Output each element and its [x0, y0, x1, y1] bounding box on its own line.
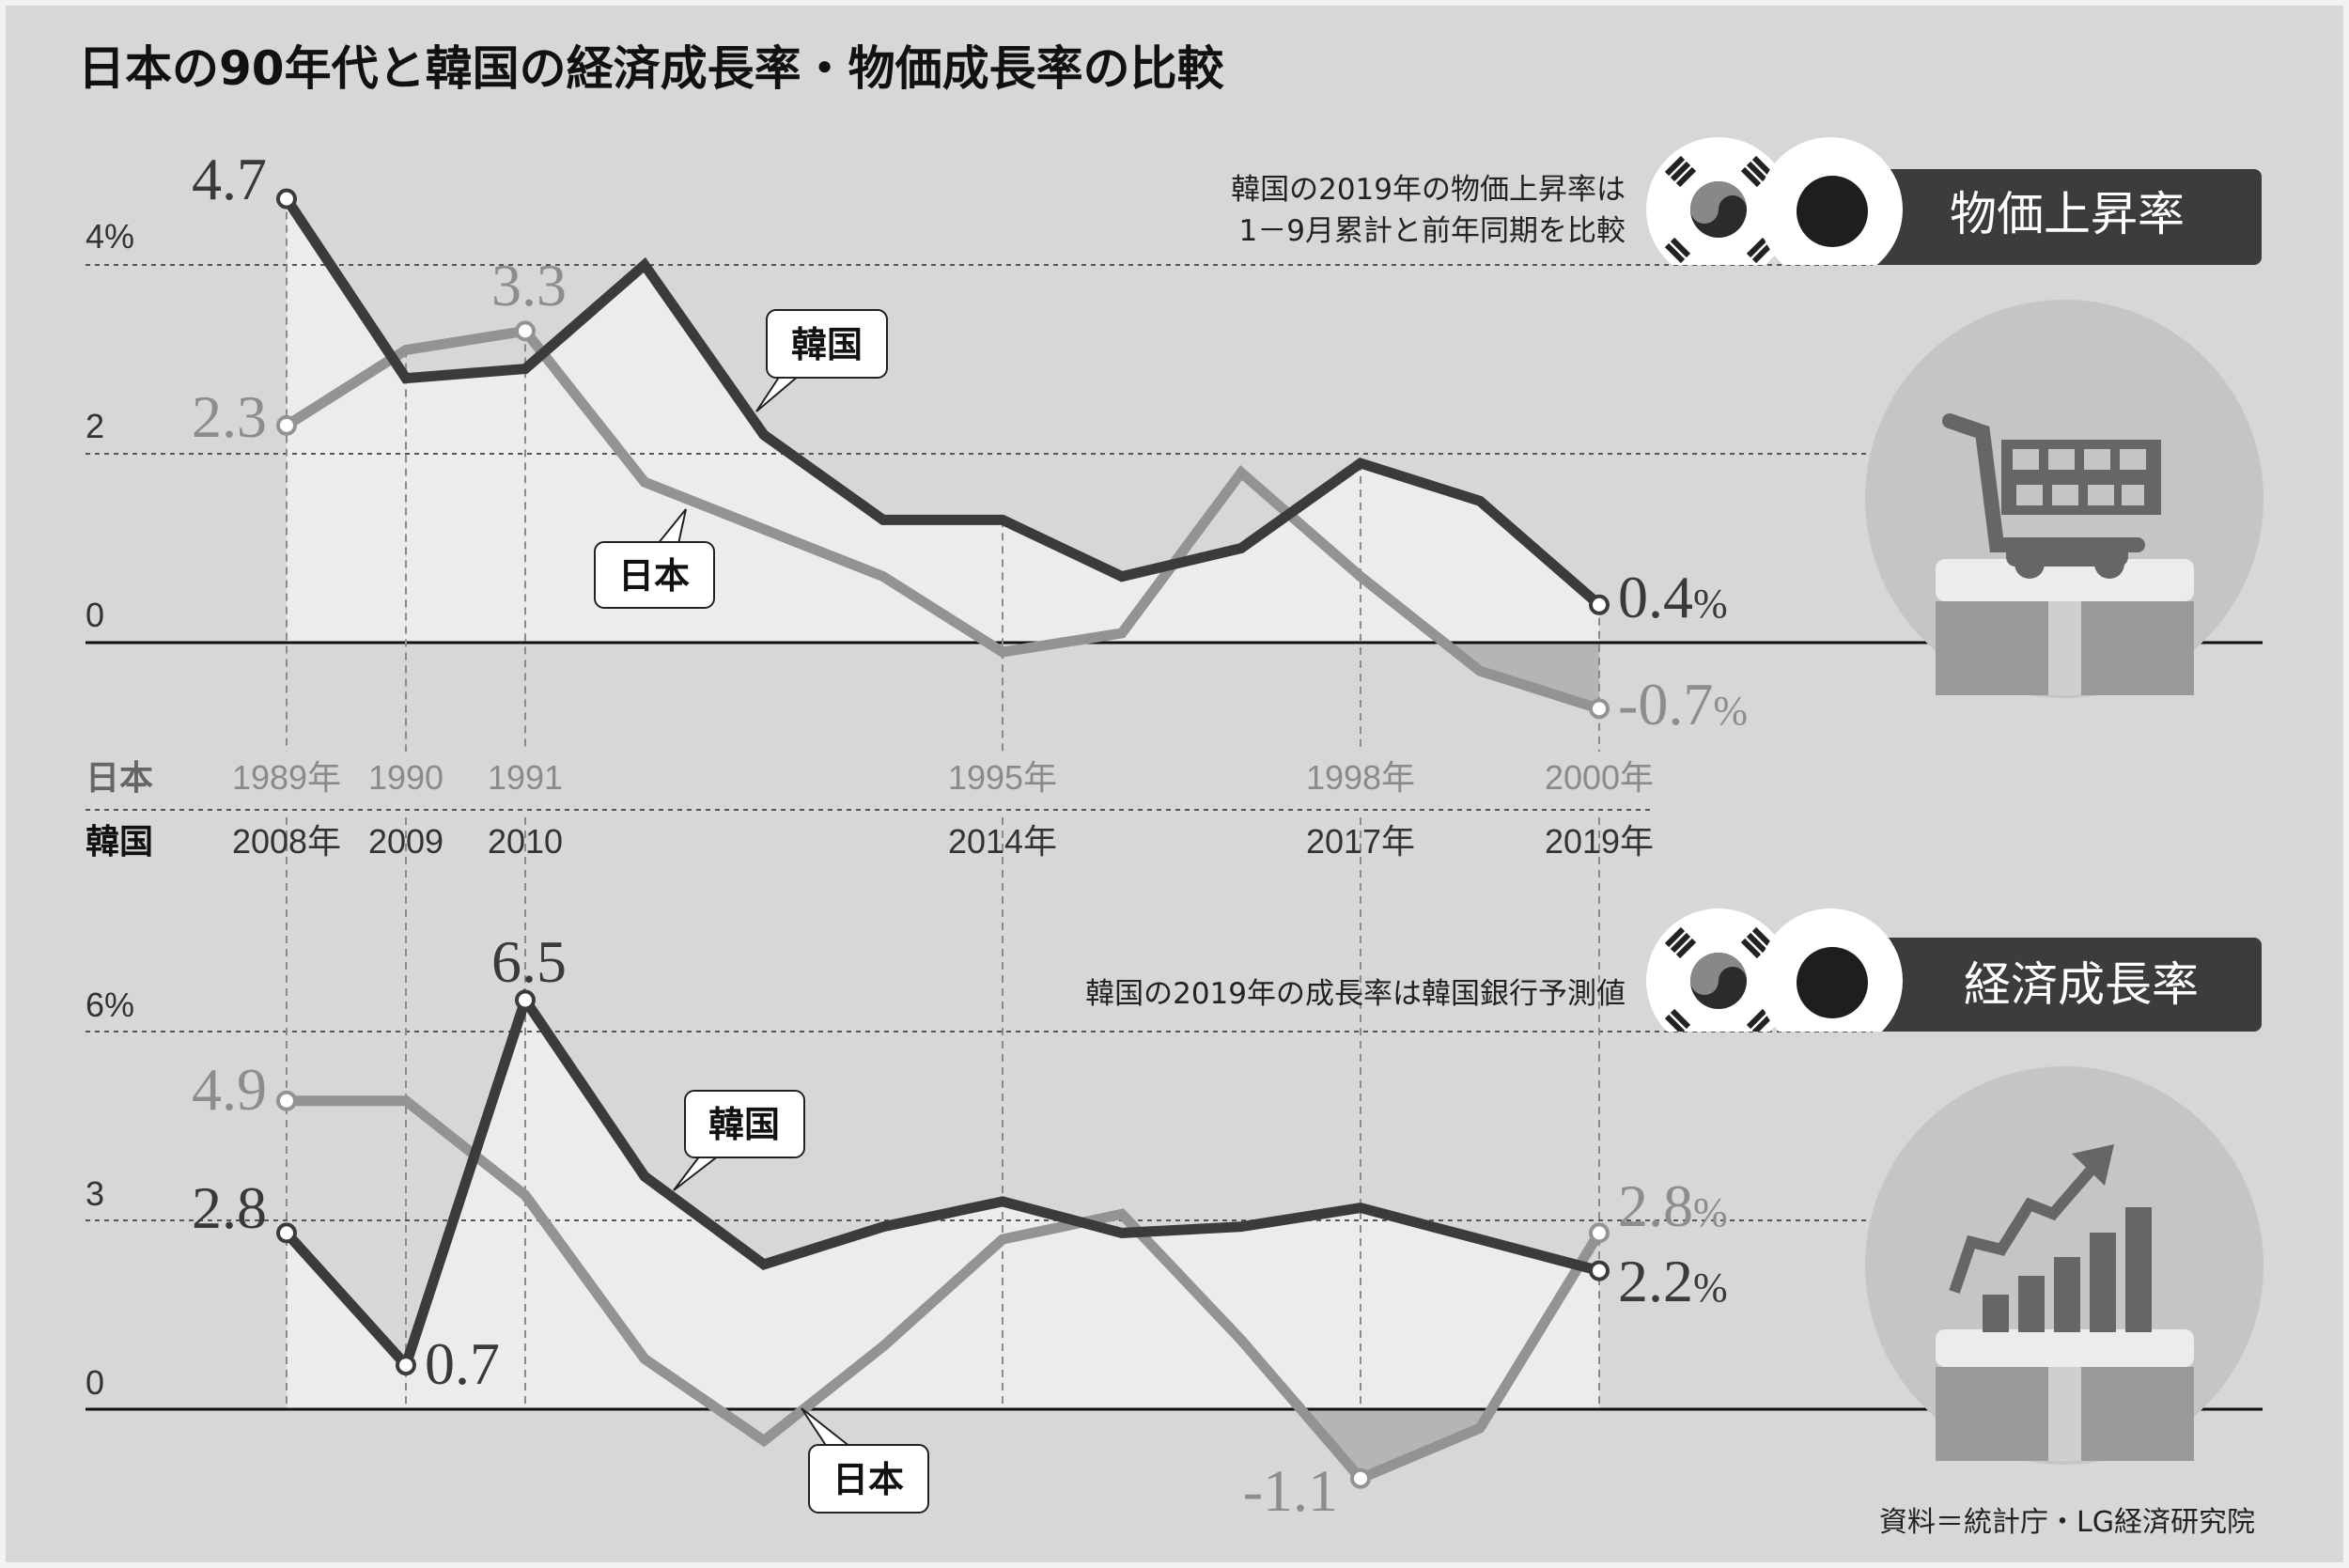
y-tick-bottom-6: 6% — [86, 986, 134, 1024]
banner-price-label: 物価上昇率 — [1950, 187, 2185, 241]
area-under-korea — [287, 1000, 1599, 1409]
x-tick-japan: 2000年 — [1545, 758, 1654, 797]
value: 2.8 — [1618, 1172, 1693, 1239]
x-tick-japan: 1990 — [368, 758, 443, 797]
label-bottom-japan-low: -1.1 — [1243, 1457, 1338, 1524]
eye-icon — [1758, 908, 1903, 1032]
x-tick-korea: 2017年 — [1306, 822, 1415, 861]
japan-data-point — [276, 414, 297, 436]
x-tick-japan: 1991 — [488, 758, 563, 797]
japan-data-point — [515, 320, 536, 342]
korea-data-point — [515, 989, 536, 1011]
percent-sign: % — [1693, 1265, 1728, 1311]
shopping-cart-icon — [1865, 300, 2263, 698]
callout-label: 日本 — [618, 555, 690, 597]
percent-sign: % — [1693, 1189, 1728, 1235]
chart-canvas: 日本の90年代と韓国の経済成長率・物価成長率の比較 4% 2 0 6% 3 0 … — [78, 41, 2263, 1539]
korea-data-point — [1589, 1260, 1610, 1281]
callout-korea-top: 韓国 — [755, 309, 888, 412]
series-lines — [276, 188, 1610, 1489]
label-top-korea-first: 4.7 — [192, 146, 267, 212]
callout-label: 韓国 — [708, 1104, 780, 1145]
japan-data-point — [1589, 1222, 1610, 1244]
x-tick-japan: 1995年 — [948, 758, 1057, 797]
label-bottom-korea-first: 2.8 — [192, 1174, 267, 1241]
callout-label: 韓国 — [791, 324, 863, 365]
label-bottom-japan-last: 2.8% — [1618, 1172, 1728, 1239]
x-tick-korea: 2010 — [488, 822, 563, 861]
japan-series-line — [284, 325, 1601, 714]
eye-icon — [1758, 137, 1903, 265]
label-bottom-korea-peak: 6.5 — [491, 928, 567, 995]
banner-price — [1842, 169, 2262, 265]
callout-japan-top: 日本 — [594, 508, 715, 609]
value: -0.7 — [1618, 671, 1713, 737]
row-label-japan: 日本 — [86, 759, 153, 798]
korea-series-line — [282, 195, 1603, 609]
korea-data-point — [276, 188, 297, 210]
banner-growth — [1842, 938, 2262, 1032]
x-tick-japan: 1998年 — [1306, 758, 1415, 797]
japan-data-point — [1350, 1467, 1371, 1489]
money-stack-icon — [1936, 1329, 2194, 1461]
y-tick-top-4: 4% — [86, 217, 134, 256]
source-note: 資料＝統計庁・LG経済研究院 — [1879, 1506, 2255, 1539]
korea-series-line — [282, 988, 1601, 1375]
korea-data-point — [276, 1222, 297, 1244]
label-bottom-korea-low: 0.7 — [425, 1330, 500, 1397]
korea-data-point — [1589, 594, 1610, 615]
label-top-korea-last: 0.4% — [1618, 564, 1728, 630]
percent-sign: % — [1713, 688, 1748, 734]
korea-data-point — [396, 1355, 416, 1376]
x-tick-korea: 2009 — [368, 822, 443, 861]
infographic: 日本の90年代と韓国の経済成長率・物価成長率の比較 4% 2 0 6% 3 0 … — [6, 6, 2343, 1562]
callout-japan-bottom: 日本 — [801, 1407, 929, 1514]
header-price: 韓国の2019年の物価上昇率は 1－9月累計と前年同期を比較 物価上昇率 — [1231, 137, 2262, 265]
percent-sign: % — [1693, 581, 1728, 627]
japan-data-point — [1589, 698, 1610, 720]
japan-data-point — [276, 1090, 297, 1111]
y-tick-top-0: 0 — [86, 596, 104, 634]
value: 2.2 — [1618, 1248, 1693, 1314]
label-top-japan-first: 2.3 — [192, 383, 267, 450]
banner-growth-label: 経済成長率 — [1964, 957, 2199, 1012]
korea-flag-icon — [1646, 137, 1791, 265]
gridlines — [86, 264, 2263, 1411]
x-tick-korea: 2014年 — [948, 822, 1057, 861]
year-guides — [286, 198, 1600, 1409]
y-tick-top-2: 2 — [86, 407, 104, 445]
row-label-korea: 韓国 — [86, 823, 153, 862]
header-growth: 韓国の2019年の成長率は韓国銀行予測値 経済成長率 — [1085, 908, 2262, 1032]
label-bottom-korea-last: 2.2% — [1618, 1248, 1728, 1314]
value: 0.4 — [1618, 564, 1693, 630]
x-tick-korea: 2008年 — [232, 822, 341, 861]
korea-flag-icon — [1646, 908, 1791, 1032]
japan-series-line — [287, 1095, 1604, 1485]
y-tick-bottom-3: 3 — [86, 1174, 104, 1213]
x-tick-japan: 1989年 — [232, 758, 341, 797]
label-bottom-japan-first: 4.9 — [192, 1056, 267, 1123]
note-growth: 韓国の2019年の成長率は韓国銀行予測値 — [1085, 977, 1626, 1011]
note-price-line2: 1－9月累計と前年同期を比較 — [1239, 214, 1626, 248]
money-stack-icon — [1936, 559, 2194, 695]
note-price-line1: 韓国の2019年の物価上昇率は — [1231, 173, 1626, 207]
callout-korea-bottom: 韓国 — [673, 1090, 805, 1191]
label-top-japan-last: -0.7% — [1618, 671, 1748, 737]
y-tick-bottom-0: 0 — [86, 1363, 104, 1402]
label-top-japan-peak: 3.3 — [491, 252, 567, 318]
growth-chart-icon — [1865, 1066, 2263, 1465]
page-title: 日本の90年代と韓国の経済成長率・物価成長率の比較 — [78, 41, 1225, 96]
callout-label: 日本 — [832, 1459, 904, 1500]
x-tick-korea: 2019年 — [1545, 822, 1654, 861]
